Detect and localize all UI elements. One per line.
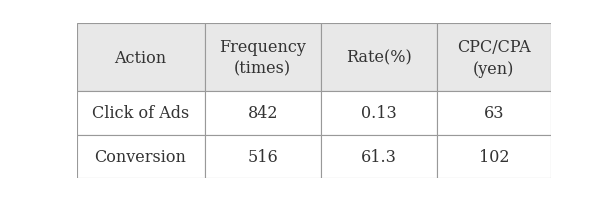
Text: Rate(%): Rate(%) xyxy=(346,49,412,66)
Bar xyxy=(437,24,551,92)
Bar xyxy=(204,135,321,178)
Bar xyxy=(76,135,204,178)
Text: 63: 63 xyxy=(483,105,504,122)
Bar xyxy=(437,92,551,135)
Text: 516: 516 xyxy=(247,148,278,165)
Bar xyxy=(204,24,321,92)
Text: CPC/CPA
(yen): CPC/CPA (yen) xyxy=(457,38,531,77)
Bar xyxy=(76,92,204,135)
Text: Conversion: Conversion xyxy=(95,148,187,165)
Bar xyxy=(321,24,437,92)
Bar xyxy=(321,92,437,135)
Text: Frequency
(times): Frequency (times) xyxy=(219,38,306,77)
Text: Action: Action xyxy=(114,49,166,66)
Text: 0.13: 0.13 xyxy=(361,105,397,122)
Bar xyxy=(437,135,551,178)
Text: 842: 842 xyxy=(247,105,278,122)
Bar xyxy=(76,24,204,92)
Bar xyxy=(321,135,437,178)
Text: 102: 102 xyxy=(479,148,509,165)
Text: 61.3: 61.3 xyxy=(361,148,397,165)
Text: Click of Ads: Click of Ads xyxy=(92,105,189,122)
Bar xyxy=(204,92,321,135)
